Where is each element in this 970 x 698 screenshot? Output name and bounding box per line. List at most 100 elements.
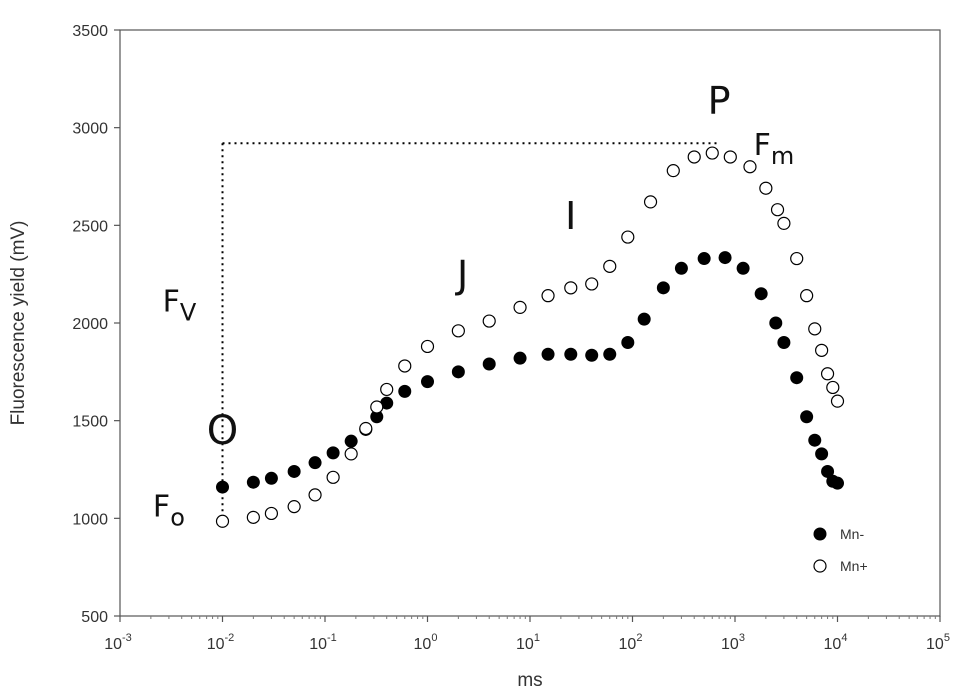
data-point (344, 434, 358, 448)
x-axis-title: ms (517, 670, 542, 691)
data-point (800, 410, 814, 424)
x-tick-label-exponent: 3 (739, 632, 745, 644)
legend-label-mn-minus: Mn- (840, 526, 864, 542)
data-point (808, 433, 822, 447)
annotation-fo: Fo (153, 489, 185, 531)
series-mn-plus (215, 146, 845, 528)
data-point (398, 359, 412, 373)
x-tick-label: 104 (824, 632, 848, 653)
x-tick-label: 101 (516, 632, 540, 653)
annotation-subscript: m (771, 142, 794, 170)
data-point (420, 339, 435, 354)
x-tick-label-exponent: 0 (431, 632, 437, 644)
y-tick-label: 1500 (72, 414, 108, 431)
data-point (264, 506, 279, 521)
data-point (820, 367, 835, 381)
data-point (585, 277, 599, 291)
data-point (541, 347, 555, 361)
x-tick-label-exponent: -3 (122, 632, 132, 644)
data-point (287, 500, 301, 514)
series-mn-minus (216, 251, 844, 494)
data-point (800, 289, 814, 303)
x-tick-label: 10-3 (104, 632, 132, 653)
data-point (603, 347, 617, 361)
annotation-o: O (207, 408, 238, 454)
data-point (808, 322, 822, 336)
data-point (451, 324, 465, 338)
data-point (215, 514, 230, 528)
legend-marker-mn-plus (813, 559, 827, 573)
data-point (451, 365, 465, 379)
data-point (830, 394, 845, 408)
data-point (370, 400, 384, 414)
data-point (777, 216, 791, 230)
data-point (621, 230, 635, 244)
data-point (564, 347, 578, 361)
data-point (777, 336, 791, 350)
legend-marker-mn-minus (813, 527, 827, 541)
x-axis: 10-3 10-2 10-1 100 101 102 103 104 105 (104, 616, 950, 653)
data-point (326, 446, 340, 460)
annotation-text: I (565, 194, 576, 238)
data-point (216, 480, 229, 494)
data-point (705, 146, 719, 160)
data-point (759, 181, 773, 195)
x-tick-label-exponent: 5 (944, 632, 950, 644)
data-point (674, 261, 688, 275)
x-tick-label-exponent: 4 (841, 632, 847, 644)
x-tick-label-exponent: -1 (327, 632, 337, 644)
data-point (359, 421, 373, 436)
y-tick-label: 2000 (72, 316, 108, 333)
x-tick-label-base: 10 (309, 636, 327, 653)
data-point (826, 380, 840, 395)
data-point (743, 160, 757, 174)
y-tick-label: 500 (81, 609, 108, 626)
data-series (215, 146, 845, 528)
data-point (421, 375, 434, 389)
data-point (815, 343, 829, 357)
annotation-text: F (754, 128, 771, 163)
data-point (815, 447, 829, 461)
data-point (308, 488, 322, 502)
y-axis-title: Fluorescence yield (mV) (8, 221, 29, 426)
x-tick-label-base: 10 (207, 636, 225, 653)
data-point (643, 195, 658, 209)
data-point (790, 251, 804, 266)
legend: Mn- Mn+ (813, 526, 868, 574)
x-tick-label: 10-1 (309, 632, 337, 653)
annotation-p: P (708, 79, 731, 123)
data-point (637, 312, 651, 326)
x-tick-label: 105 (926, 632, 950, 653)
data-point (718, 251, 732, 265)
x-tick-label-exponent: -2 (225, 632, 235, 644)
annotation-subscript: o (170, 503, 185, 531)
x-tick-label-base: 10 (824, 636, 842, 653)
x-tick-label-base: 10 (104, 636, 122, 653)
data-point (287, 464, 301, 478)
annotation-fm: Fm (754, 128, 795, 170)
y-tick-label: 1000 (72, 511, 108, 528)
x-tick-label-base: 10 (926, 636, 944, 653)
data-point (482, 357, 496, 371)
x-tick-label-exponent: 2 (636, 632, 642, 644)
data-point (585, 348, 599, 362)
y-tick-label: 2500 (72, 218, 108, 235)
annotation-text: J (455, 253, 468, 297)
annotation-text: P (708, 79, 731, 123)
data-point (754, 287, 768, 301)
data-point (513, 300, 527, 314)
annotation-text: F (153, 489, 170, 524)
data-point (246, 475, 260, 489)
annotation-subscript: V (180, 298, 197, 326)
x-tick-label-base: 10 (721, 636, 739, 653)
data-point (723, 150, 737, 164)
annotation-j: J (455, 253, 468, 297)
annotation-text: O (207, 408, 238, 454)
x-tick-label-base: 10 (619, 636, 637, 653)
y-tick-label: 3000 (72, 121, 108, 138)
data-point (326, 470, 340, 484)
data-point (831, 476, 844, 490)
data-point (821, 464, 835, 478)
legend-label-mn-plus: Mn+ (840, 558, 868, 574)
